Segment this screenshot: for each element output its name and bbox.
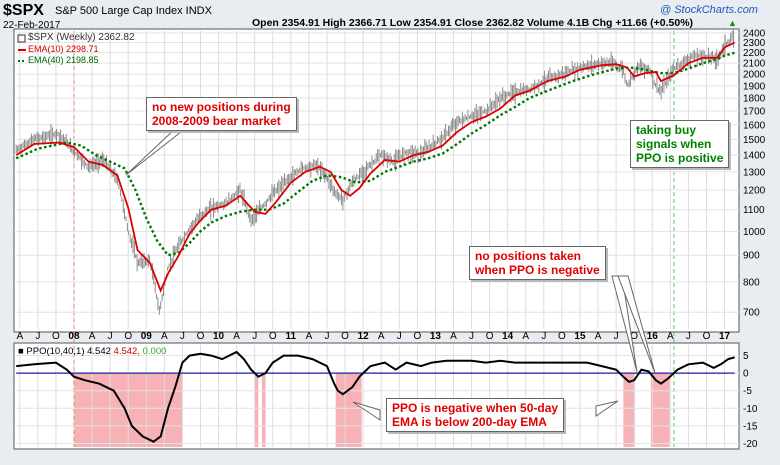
price-y-tick-label: 1500 bbox=[743, 135, 766, 146]
stockcharts-credit: @ StockCharts.com bbox=[660, 4, 758, 16]
x-tick-label: 11 bbox=[286, 331, 297, 342]
price-y-tick-label: 2000 bbox=[743, 70, 766, 81]
x-tick-label: 15 bbox=[574, 331, 586, 342]
x-tick-label: J bbox=[469, 331, 474, 342]
callout-pointer-neg-1 bbox=[611, 275, 638, 373]
x-tick-label: A bbox=[595, 331, 602, 342]
price-y-tick-label: 900 bbox=[743, 251, 760, 262]
price-y-tick-label: 1800 bbox=[743, 94, 766, 105]
x-tick-label: 09 bbox=[141, 331, 153, 342]
annotation-ppo-negative: PPO is negative when 50-day EMA is below… bbox=[386, 398, 565, 432]
price-y-tick-label: 2100 bbox=[743, 59, 766, 70]
ppo-negative-zone bbox=[254, 373, 259, 447]
x-tick-label: O bbox=[413, 331, 421, 342]
x-tick-label: J bbox=[324, 331, 329, 342]
annotation-buy-signals: taking buy signals when PPO is positive bbox=[630, 120, 730, 168]
price-y-tick-label: 1600 bbox=[743, 120, 766, 131]
x-tick-label: J bbox=[180, 331, 185, 342]
ppo-signal-value: 4.542, bbox=[113, 346, 140, 357]
ppo-y-tick-label: -15 bbox=[743, 421, 758, 432]
ppo-value: 4.542 bbox=[87, 346, 111, 357]
ppo-y-tick-label: -5 bbox=[743, 386, 752, 397]
x-tick-label: O bbox=[52, 331, 60, 342]
change-up-icon: ▲ bbox=[728, 18, 737, 28]
x-tick-label: O bbox=[341, 331, 349, 342]
ppo-negative-zone bbox=[623, 373, 635, 447]
price-y-tick-label: 1200 bbox=[743, 186, 766, 197]
price-y-tick-label: 2300 bbox=[743, 38, 766, 49]
price-y-tick-label: 1700 bbox=[743, 107, 766, 118]
x-tick-label: J bbox=[541, 331, 546, 342]
callout-pointer-neg-2 bbox=[617, 275, 656, 374]
x-tick-label: J bbox=[108, 331, 113, 342]
ppo-negative-zone bbox=[335, 373, 362, 447]
x-tick-label: O bbox=[124, 331, 132, 342]
ppo-negative-zone bbox=[261, 373, 266, 447]
x-tick-label: O bbox=[269, 331, 277, 342]
x-tick-label: 14 bbox=[502, 331, 514, 342]
annotation-bear-market: no new positions during 2008-2009 bear m… bbox=[146, 97, 297, 131]
x-tick-label: A bbox=[450, 331, 457, 342]
x-tick-label: O bbox=[486, 331, 494, 342]
x-tick-label: A bbox=[378, 331, 385, 342]
x-tick-label: A bbox=[16, 331, 23, 342]
legend-price: $SPX (Weekly) 2362.82 bbox=[28, 32, 135, 43]
x-tick-label: A bbox=[667, 331, 674, 342]
callout-pointer-ppo-left bbox=[352, 401, 381, 421]
legend-price-swatch bbox=[17, 34, 26, 43]
x-tick-label: 10 bbox=[213, 331, 225, 342]
x-tick-label: A bbox=[522, 331, 529, 342]
x-tick-label: A bbox=[306, 331, 313, 342]
price-y-tick-label: 1400 bbox=[743, 151, 766, 162]
ppo-y-tick-label: -10 bbox=[743, 404, 758, 415]
callout-pointer-ppo-right bbox=[595, 400, 619, 417]
ppo-label: PPO(10,40,1) bbox=[26, 346, 85, 357]
price-y-tick-label: 700 bbox=[743, 308, 760, 319]
symbol-title: $SPX bbox=[3, 2, 44, 19]
ppo-y-tick-label: 5 bbox=[743, 351, 749, 362]
price-y-tick-label: 1300 bbox=[743, 167, 766, 178]
price-y-tick-label: 1100 bbox=[743, 205, 765, 216]
ppo-hist-value: 0.000 bbox=[142, 346, 167, 357]
x-tick-label: J bbox=[397, 331, 402, 342]
ppo-y-tick-label: -20 bbox=[743, 439, 758, 450]
price-y-tick-label: 1900 bbox=[743, 81, 766, 92]
x-tick-label: 17 bbox=[719, 331, 731, 342]
annotation-no-positions: no positions taken when PPO is negative bbox=[469, 246, 606, 280]
ppo-negative-zone bbox=[650, 373, 670, 447]
x-tick-label: 13 bbox=[430, 331, 442, 342]
price-y-tick-label: 2400 bbox=[743, 28, 766, 39]
x-tick-label: A bbox=[89, 331, 96, 342]
x-tick-label: O bbox=[703, 331, 711, 342]
ema10-line bbox=[15, 41, 736, 293]
x-tick-label: O bbox=[630, 331, 638, 342]
index-name: S&P 500 Large Cap Index INDX bbox=[55, 5, 212, 17]
x-tick-label: J bbox=[686, 331, 691, 342]
price-y-tick-label: 1000 bbox=[743, 227, 766, 238]
price-y-tick-label: 800 bbox=[743, 277, 760, 288]
legend-ema40: EMA(40) 2198.85 bbox=[28, 55, 99, 65]
x-tick-label: O bbox=[558, 331, 566, 342]
ppo-line bbox=[16, 350, 735, 443]
legend-ema10: EMA(10) 2298.71 bbox=[28, 44, 99, 54]
x-tick-label: A bbox=[161, 331, 168, 342]
ohlc-readout: Open 2354.91 High 2366.71 Low 2354.91 Cl… bbox=[252, 17, 694, 29]
x-tick-label: A bbox=[233, 331, 240, 342]
x-tick-label: 08 bbox=[68, 331, 80, 342]
x-tick-label: 16 bbox=[647, 331, 659, 342]
ppo-y-tick-label: 0 bbox=[743, 369, 749, 380]
x-tick-label: 12 bbox=[358, 331, 370, 342]
x-tick-label: J bbox=[35, 331, 40, 342]
price-y-tick-label: 2200 bbox=[743, 48, 766, 59]
x-tick-label: J bbox=[614, 331, 619, 342]
date-label: 22-Feb-2017 bbox=[3, 20, 61, 31]
x-tick-label: O bbox=[197, 331, 205, 342]
x-tick-label: J bbox=[252, 331, 257, 342]
ppo-legend: ■ PPO(10,40,1) 4.542 4.542, 0.000 bbox=[18, 346, 167, 357]
